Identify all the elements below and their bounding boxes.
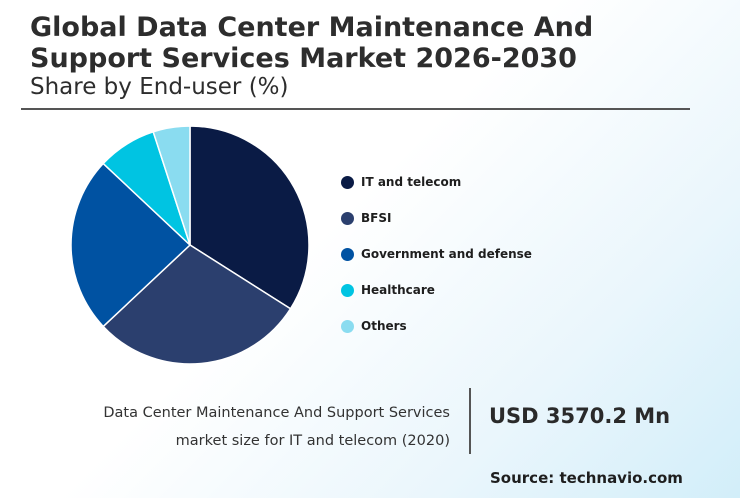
market-size-description-line1: Data Center Maintenance And Support Serv…: [103, 405, 450, 421]
legend-item: Others: [341, 316, 407, 336]
market-size-description-line2: market size for IT and telecom (2020): [175, 433, 450, 449]
legend-label: IT and telecom: [361, 175, 462, 189]
legend-swatch: [341, 283, 354, 297]
legend-label: Government and defense: [361, 247, 532, 261]
legend-label: BFSI: [361, 211, 392, 225]
pie-slice-bfsi: [102, 244, 292, 365]
legend-item: Healthcare: [341, 280, 435, 300]
pie-slice-others: [152, 125, 191, 246]
source-credit: Source: technavio.com: [490, 469, 683, 487]
legend-item: Government and defense: [341, 244, 532, 264]
legend-label: Others: [361, 319, 407, 333]
legend-label: Healthcare: [361, 283, 435, 297]
chart-title: Global Data Center Maintenance And Suppo…: [30, 12, 594, 74]
legend-swatch: [341, 211, 354, 225]
legend-swatch: [341, 319, 354, 333]
market-size-value: USD 3570.2 Mn: [489, 404, 671, 428]
market-size-description: Data Center Maintenance And Support Serv…: [30, 399, 450, 455]
pie-slice-government-and-defense: [70, 162, 192, 328]
title-divider: [21, 108, 690, 110]
legend-item: IT and telecom: [341, 172, 461, 192]
footer-divider: [469, 388, 471, 454]
legend-item: BFSI: [341, 208, 391, 228]
legend-swatch: [341, 247, 354, 261]
pie-chart: [70, 125, 310, 365]
chart-subtitle: Share by End-user (%): [30, 74, 289, 100]
legend-swatch: [341, 175, 354, 189]
